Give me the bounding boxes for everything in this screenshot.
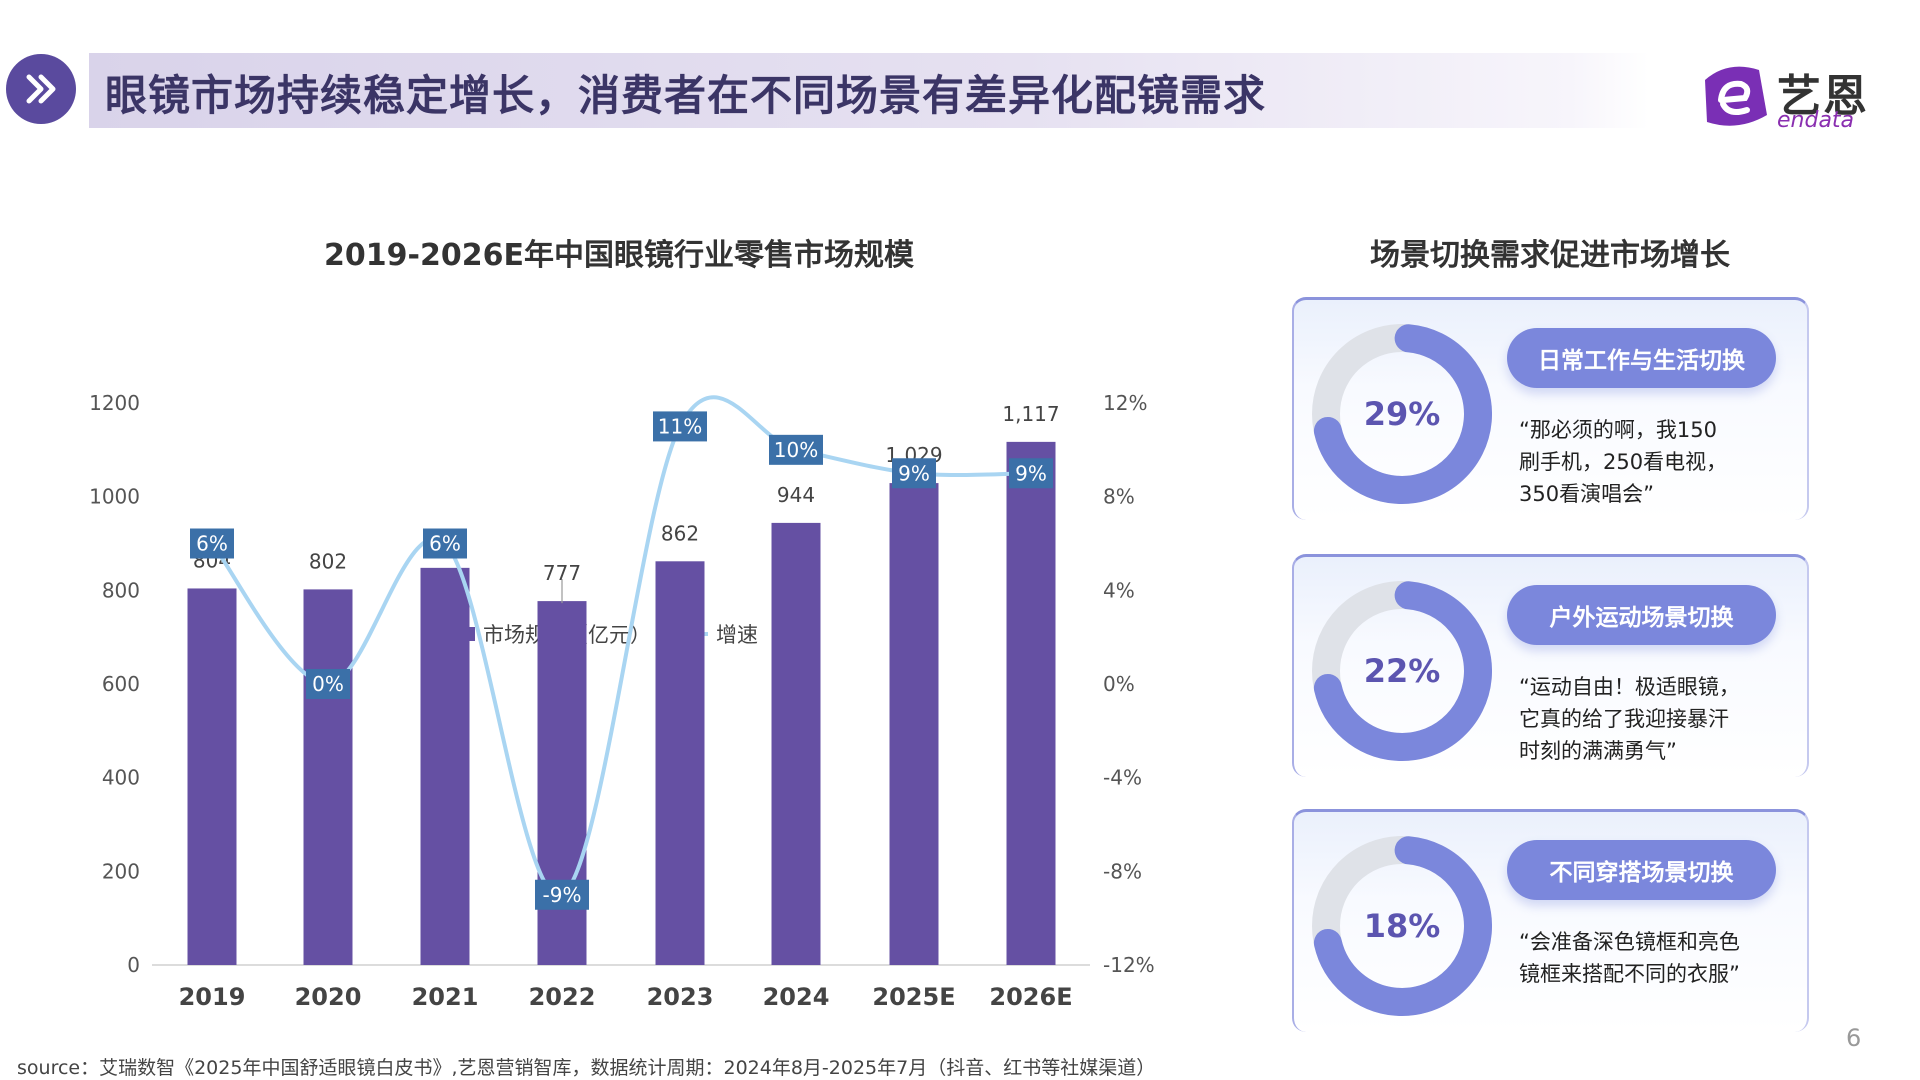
scene-label-pill: 不同穿搭场景切换 xyxy=(1507,840,1776,900)
growth-label-box xyxy=(769,434,823,465)
left-axis-tick: 1000 xyxy=(89,485,140,509)
scene-percent: 22% xyxy=(1363,652,1441,690)
scene-quote: “会准备深色镜框和亮色 镜框来搭配不同的衣服” xyxy=(1519,926,1789,990)
bar-value-label: 802 xyxy=(309,549,347,573)
bar-value-label: 1,117 xyxy=(1002,402,1059,426)
growth-label: 9% xyxy=(1015,461,1047,485)
growth-label-box xyxy=(892,458,936,489)
growth-label-box xyxy=(1009,458,1053,489)
quote-line: “运动自由！极适眼镜， xyxy=(1519,675,1740,699)
page-title: 眼镜市场持续稳定增长，消费者在不同场景有差异化配镜需求 xyxy=(105,71,1267,120)
category-label: 2020 xyxy=(295,983,362,1011)
growth-label: 6% xyxy=(196,532,228,556)
legend-label-line: 增速 xyxy=(716,623,758,647)
growth-label: 0% xyxy=(312,672,344,696)
scene-percent: 29% xyxy=(1363,395,1441,433)
bar-2019 xyxy=(187,588,237,965)
bar-value-label: 777 xyxy=(543,561,581,585)
bar-2020 xyxy=(303,589,353,965)
left-axis-tick: 600 xyxy=(102,672,140,696)
right-axis-tick: -12% xyxy=(1103,953,1155,977)
scene-quote: “那必须的啊，我150 刷手机，250看电视， 350看演唱会” xyxy=(1519,414,1789,510)
growth-label: 11% xyxy=(658,414,702,438)
left-axis-tick: 200 xyxy=(102,859,140,883)
left-axis-tick: 1200 xyxy=(89,391,140,415)
scenes-title: 场景切换需求促进市场增长 xyxy=(1370,238,1730,273)
scene-quote: “运动自由！极适眼镜， 它真的给了我迎接暴汗 时刻的满满勇气” xyxy=(1519,671,1789,767)
right-axis-tick: 4% xyxy=(1103,578,1135,602)
category-label: 2022 xyxy=(529,983,596,1011)
bar-2022 xyxy=(537,601,587,965)
scene-card: 18% 不同穿搭场景切换 “会准备深色镜框和亮色 镜框来搭配不同的衣服” xyxy=(1292,809,1809,1032)
right-axis-tick: 12% xyxy=(1103,391,1147,415)
growth-label: 10% xyxy=(774,438,818,462)
scene-card: 29% 日常工作与生活切换 “那必须的啊，我150 刷手机，250看电视， 350看… xyxy=(1292,297,1809,520)
growth-label: -9% xyxy=(543,883,582,907)
logo-text-en: endata xyxy=(1777,108,1855,133)
quote-line: 时刻的满满勇气” xyxy=(1519,739,1677,763)
quote-line: 刷手机，250看电视， xyxy=(1519,450,1728,474)
right-axis-tick: -8% xyxy=(1103,859,1142,883)
chart-title: 2019-2026E年中国眼镜行业零售市场规模 xyxy=(324,238,914,273)
left-axis-tick: 400 xyxy=(102,766,140,790)
logo-mark-icon xyxy=(1705,66,1767,126)
scene-percent: 18% xyxy=(1363,907,1441,945)
logo-text-cn: 艺恩 xyxy=(1777,71,1869,122)
quote-line: 350看演唱会” xyxy=(1519,482,1654,506)
endata-logo: 艺恩 endata xyxy=(1693,60,1883,135)
page-number: 6 xyxy=(1846,1024,1862,1052)
bar-value-label: 944 xyxy=(777,483,815,507)
category-label: 2026E xyxy=(989,983,1072,1011)
bar-2023 xyxy=(655,561,705,965)
category-label: 2023 xyxy=(647,983,714,1011)
quote-line: 镜框来搭配不同的衣服” xyxy=(1519,962,1740,986)
donut-ring-icon xyxy=(1312,324,1492,504)
source-note: source：艾瑞数智《2025年中国舒适眼镜白皮书》,艺恩营销智库，数据统计周… xyxy=(17,1057,1156,1079)
growth-label-box xyxy=(190,528,234,559)
bar-2025E xyxy=(889,483,939,965)
left-axis-tick: 0 xyxy=(127,953,140,977)
left-axis-tick: 800 xyxy=(102,578,140,602)
chart-legend: 市场规模（亿元）增速 xyxy=(435,623,758,647)
quote-line: “那必须的啊，我150 xyxy=(1519,418,1717,442)
category-label: 2024 xyxy=(763,983,830,1011)
header-band xyxy=(89,53,1649,128)
donut-ring-icon xyxy=(1312,836,1492,1016)
growth-label-box xyxy=(653,411,707,442)
right-axis-tick: 8% xyxy=(1103,485,1135,509)
growth-line xyxy=(210,395,1032,898)
growth-label: 6% xyxy=(429,532,461,556)
bar-value-label: 862 xyxy=(661,521,699,545)
growth-label: 9% xyxy=(898,461,930,485)
category-label: 2021 xyxy=(412,983,479,1011)
bar-2021 xyxy=(420,567,470,965)
growth-label-box xyxy=(423,528,467,559)
bar-2026E xyxy=(1006,441,1056,965)
quote-line: “会准备深色镜框和亮色 xyxy=(1519,930,1740,954)
quote-line: 它真的给了我迎接暴汗 xyxy=(1519,707,1729,731)
double-chevron-right-icon xyxy=(6,54,76,124)
scene-label-pill: 日常工作与生活切换 xyxy=(1507,328,1776,388)
growth-label-box xyxy=(535,879,589,910)
right-axis-tick: 0% xyxy=(1103,672,1135,696)
growth-label-box xyxy=(306,669,350,699)
right-axis-tick: -4% xyxy=(1103,766,1142,790)
bar-2024 xyxy=(771,522,821,965)
donut-ring-icon xyxy=(1312,581,1492,761)
scene-label-pill: 户外运动场景切换 xyxy=(1507,585,1776,645)
market-size-chart: 市场规模（亿元）增速 0 200 400 600 800 1000 1200 -12% -8% -4… xyxy=(89,391,1155,1011)
category-label: 2025E xyxy=(872,983,955,1011)
scene-card: 22% 户外运动场景切换 “运动自由！极适眼镜， 它真的给了我迎接暴汗 时刻的满满勇… xyxy=(1292,554,1809,777)
category-label: 2019 xyxy=(179,983,246,1011)
